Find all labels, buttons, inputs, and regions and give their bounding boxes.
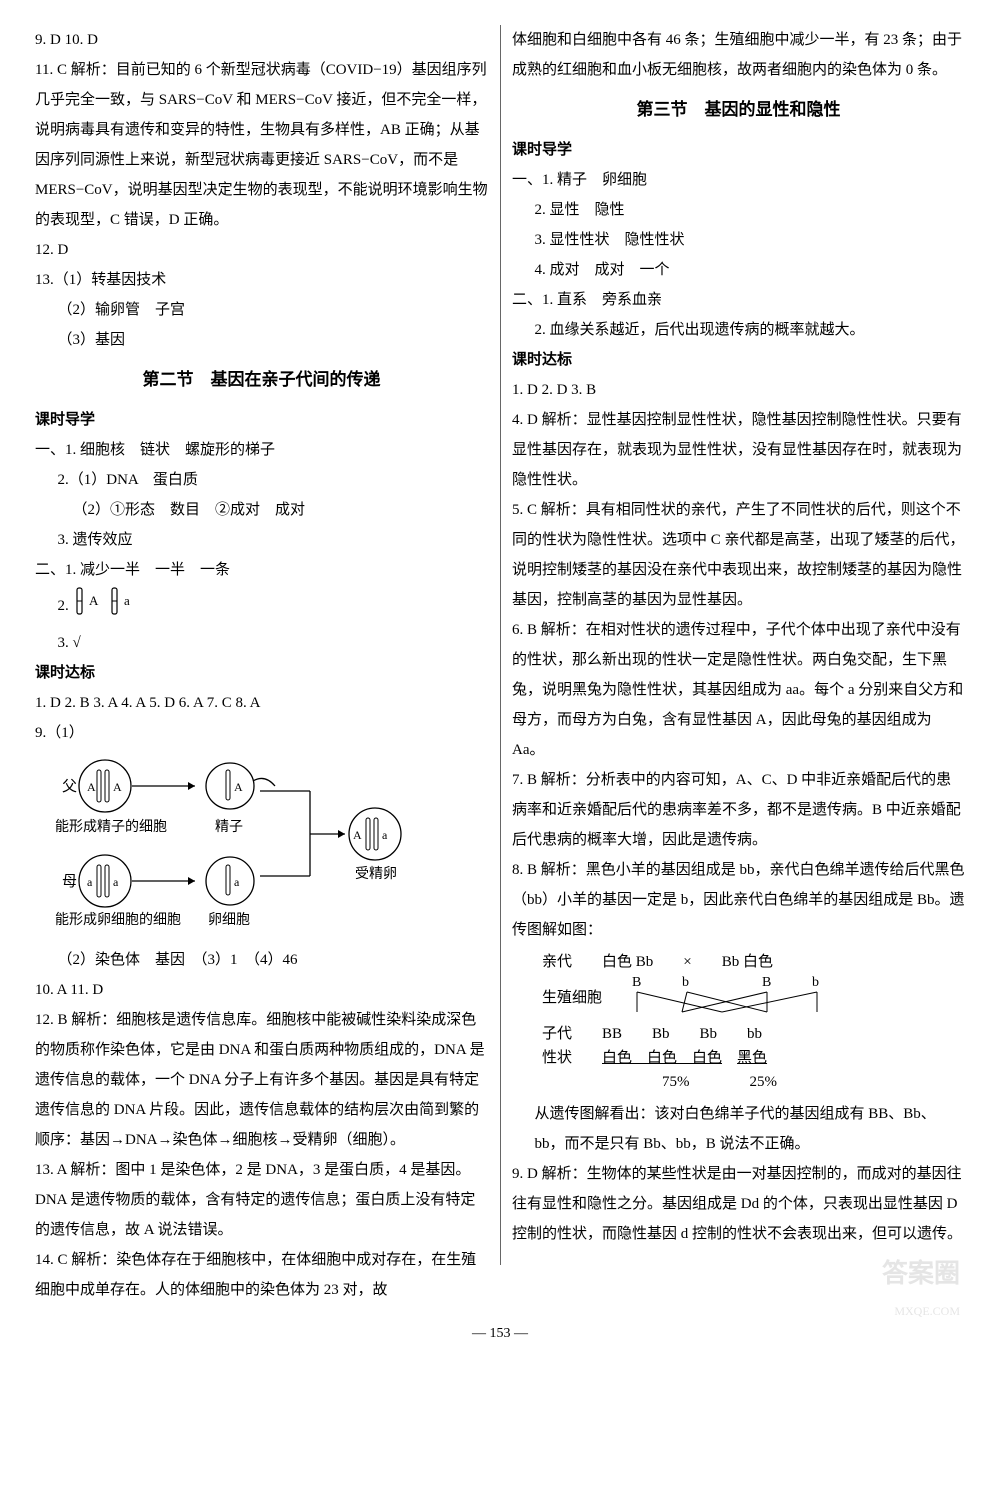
answer-13-1: 13.（1）转基因技术 [35,265,488,295]
answer-13-3: （3）基因 [35,325,488,355]
s2-answers: 1. D 2. B 3. A 4. A 5. D 6. A 7. C 8. A [35,688,488,718]
continuation: 体细胞和白细胞中各有 46 条；生殖细胞中减少一半，有 23 条；由于成熟的红细… [512,25,965,85]
svg-text:B: B [632,975,641,990]
svg-text:b: b [682,975,689,990]
svg-text:b: b [812,975,819,990]
s2-1-1: 一、1. 细胞核 链状 螺旋形的梯子 [35,435,488,465]
s3-2-2: 2. 血缘关系越近，后代出现遗传病的概率就越大。 [512,315,965,345]
page-number: — 153 — [35,1320,965,1348]
chromosome-pair-a: a [108,585,140,628]
s2-q12: 12. B 解析：细胞核是遗传信息库。细胞核中能被碱性染料染成深色的物质称作染色… [35,1005,488,1155]
s3-answers: 1. D 2. D 3. B [512,375,965,405]
trait-white: 白色 白色 白色 [602,1050,722,1066]
right-column: 体细胞和白细胞中各有 46 条；生殖细胞中减少一半，有 23 条；由于成熟的红细… [500,25,965,1305]
answer-9-10: 9. D 10. D [35,25,488,55]
s2-1-3: 3. 遗传效应 [35,525,488,555]
daoxue-heading-left: 课时导学 [35,405,488,435]
svg-text:A: A [87,780,96,794]
s3-q6: 6. B 解析：在相对性状的遗传过程中，子代个体中出现了亲代中没有的性状，那么新… [512,615,965,765]
svg-text:A: A [234,780,243,794]
dabiao-heading-right: 课时达标 [512,345,965,375]
trait-black: 黑色 [737,1050,767,1066]
s3-1-4: 4. 成对 成对 一个 [512,255,965,285]
svg-text:a: a [124,593,130,608]
s3-q5: 5. C 解析：具有相同性状的亲代，产生了不同性状的后代，则这个不同的性状为隐性… [512,495,965,615]
cross-pct-content: 75% 25% [602,1070,965,1094]
svg-text:a: a [234,875,240,889]
svg-text:A: A [89,593,99,608]
svg-text:母: 母 [62,873,77,890]
s2-q9-2: （2）染色体 基因 （3）1 （4）46 [35,945,488,975]
s3-q9: 9. D 解析：生物体的某些性状是由一对基因控制的，而成对的基因往往有显性和隐性… [512,1159,965,1249]
cross-gamete-label: 生殖细胞 [542,990,602,1007]
svg-text:卵细胞: 卵细胞 [208,912,250,926]
inheritance-diagram: 父 A A 能形成精子的细胞 A 精子 母 a [35,756,488,937]
cross-offspring-content: BB Bb Bb bb [602,1022,965,1046]
s3-q8-cont: 从遗传图解看出：该对白色绵羊子代的基因组成有 BB、Bb、bb，而不是只有 Bb… [512,1099,965,1159]
watermark-text: 答案圈 [882,1248,960,1300]
s2-1-2-1: 2.（1）DNA 蛋白质 [35,465,488,495]
page-number-value: 153 [490,1326,511,1341]
watermark-url: MXQE.COM [894,1299,960,1323]
s2-2-2-label: 2. [58,598,69,614]
pct-25: 25% [750,1074,778,1090]
left-column: 9. D 10. D 11. C 解析：目前已知的 6 个新型冠状病毒（COVI… [35,25,500,1305]
s3-1-1: 一、1. 精子 卵细胞 [512,165,965,195]
s3-q8: 8. B 解析：黑色小羊的基因组成是 bb，亲代白色绵羊遗传给后代黑色（bb）小… [512,855,965,945]
svg-text:受精卵: 受精卵 [355,866,397,882]
cross-trait-label: 性状 [542,1046,602,1070]
svg-text:a: a [113,875,119,889]
s3-q4: 4. D 解析：显性基因控制显性性状，隐性基因控制隐性性状。只要有显性基因存在，… [512,405,965,495]
s3-1-2: 2. 显性 隐性 [512,195,965,225]
answer-12: 12. D [35,235,488,265]
cross-offspring-label: 子代 [542,1022,602,1046]
answer-11: 11. C 解析：目前已知的 6 个新型冠状病毒（COVID−19）基因组序列几… [35,55,488,235]
pct-75: 75% [662,1074,690,1090]
s2-2-1: 二、1. 减少一半 一半 一条 [35,555,488,585]
s3-2-1: 二、1. 直系 旁系血亲 [512,285,965,315]
s3-1-3: 3. 显性性状 隐性性状 [512,225,965,255]
cross-gamete-svg: B b B b [602,974,965,1022]
s2-q14: 14. C 解析：染色体存在于细胞核中，在体细胞中成对存在，在生殖细胞中成单存在… [35,1245,488,1305]
s2-2-3: 3. √ [35,628,488,658]
answer-13-2: （2）输卵管 子宫 [35,295,488,325]
s2-1-2-2: （2）①形态 数目 ②成对 成对 [35,495,488,525]
s3-q7: 7. B 解析：分析表中的内容可知，A、C、D 中非近亲婚配后代的患病率和近亲婚… [512,765,965,855]
s2-q9: 9.（1） [35,718,488,748]
column-divider [500,25,501,1265]
section-3-title: 第三节 基因的显性和隐性 [512,93,965,127]
section-2-title: 第二节 基因在亲子代间的传递 [35,363,488,397]
cross-trait-content: 白色 白色 白色 黑色 [602,1046,965,1070]
s2-q13: 13. A 解析：图中 1 是染色体，2 是 DNA，3 是蛋白质，4 是基因。… [35,1155,488,1245]
cross-parent-content: 白色 Bb × Bb 白色 [602,950,965,974]
s2-2-2: 2. A a [35,585,488,628]
svg-text:精子: 精子 [215,819,243,835]
genetic-cross-diagram: 亲代 白色 Bb × Bb 白色 生殖细胞 B b B b [542,950,965,1094]
svg-text:A: A [353,828,362,842]
answer-11-text: 11. C 解析：目前已知的 6 个新型冠状病毒（COVID−19）基因组序列几… [35,62,488,228]
daoxue-heading-right: 课时导学 [512,135,965,165]
chromosome-pair-A: A [73,585,105,628]
svg-text:能形成卵细胞的细胞: 能形成卵细胞的细胞 [55,912,181,926]
svg-text:a: a [87,875,93,889]
s2-q10-11: 10. A 11. D [35,975,488,1005]
sperm-cell-label: 能形成精子的细胞 [55,819,167,835]
svg-text:父: 父 [62,779,77,795]
svg-text:A: A [113,780,122,794]
dabiao-heading-left: 课时达标 [35,658,488,688]
svg-text:B: B [762,975,771,990]
cross-parent-label: 亲代 [542,950,602,974]
svg-text:a: a [382,828,388,842]
